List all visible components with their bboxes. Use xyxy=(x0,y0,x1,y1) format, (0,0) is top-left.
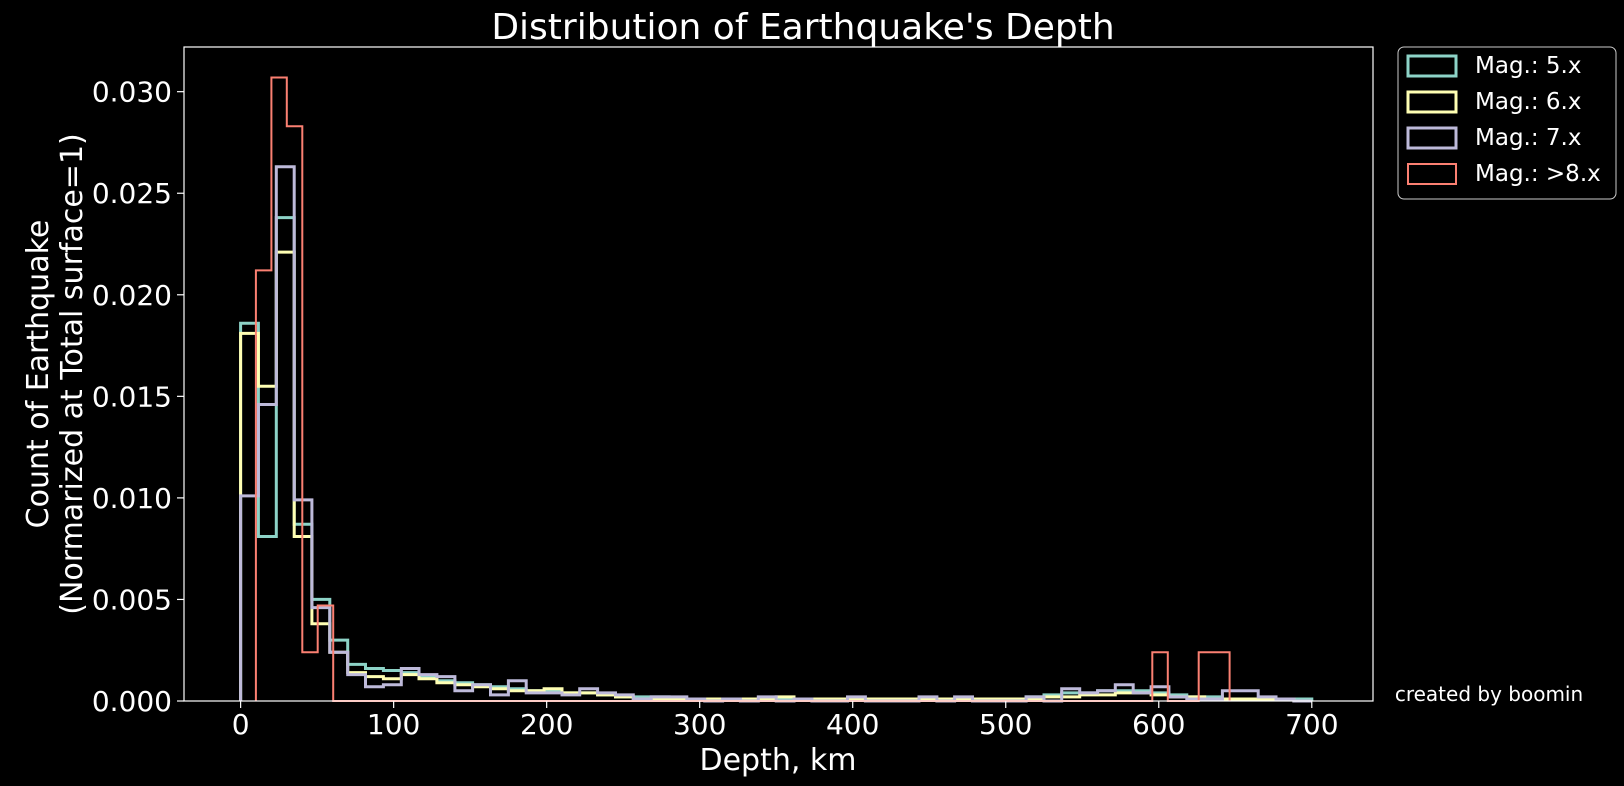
legend-label-1: Mag.: 5.x xyxy=(1475,53,1581,79)
y-tick-label: 0.000 xyxy=(92,685,172,718)
y-tick-label: 0.005 xyxy=(92,583,172,616)
x-tick-label: 0 xyxy=(232,708,250,741)
credit-annotation: created by boomin xyxy=(1395,682,1583,706)
chart-title: Distribution of Earthquake's Depth xyxy=(491,7,1114,48)
y-tick-label: 0.015 xyxy=(92,380,172,413)
legend-swatch-2 xyxy=(1406,90,1458,114)
y-axis-label-line-1: Count of Earthquake xyxy=(21,220,56,529)
x-tick-label: 500 xyxy=(979,708,1032,741)
legend-swatch-4 xyxy=(1407,163,1457,185)
y-tick-label: 0.010 xyxy=(92,482,172,515)
x-tick-label: 700 xyxy=(1285,708,1338,741)
y-axis-label: Count of Earthquake (Normarized at Total… xyxy=(21,133,90,614)
x-tick-label: 400 xyxy=(826,708,879,741)
legend: Mag.: 5.x Mag.: 6.x Mag.: 7.x Mag.: >8.x xyxy=(1397,46,1617,200)
x-tick-label: 100 xyxy=(367,708,420,741)
x-axis-label: Depth, km xyxy=(699,743,856,778)
legend-label-2: Mag.: 6.x xyxy=(1475,89,1581,115)
legend-swatch-1 xyxy=(1406,54,1458,78)
legend-label-3: Mag.: 7.x xyxy=(1475,125,1581,151)
y-axis: 0.000 0.005 0.010 0.015 0.020 0.025 0.030 xyxy=(92,76,184,718)
x-axis: 0 100 200 300 400 500 600 700 xyxy=(232,701,1339,741)
x-tick-label: 200 xyxy=(520,708,573,741)
y-tick-label: 0.025 xyxy=(92,177,172,210)
x-tick-label: 300 xyxy=(673,708,726,741)
y-tick-label: 0.030 xyxy=(92,76,172,109)
x-tick-label: 600 xyxy=(1132,708,1185,741)
legend-swatch-3 xyxy=(1406,126,1458,150)
y-axis-label-line-2: (Normarized at Total surface=1) xyxy=(55,133,90,614)
legend-frame xyxy=(1397,46,1617,200)
y-tick-label: 0.020 xyxy=(92,279,172,312)
plot-frame xyxy=(183,46,1374,702)
legend-label-4: Mag.: >8.x xyxy=(1475,161,1601,187)
